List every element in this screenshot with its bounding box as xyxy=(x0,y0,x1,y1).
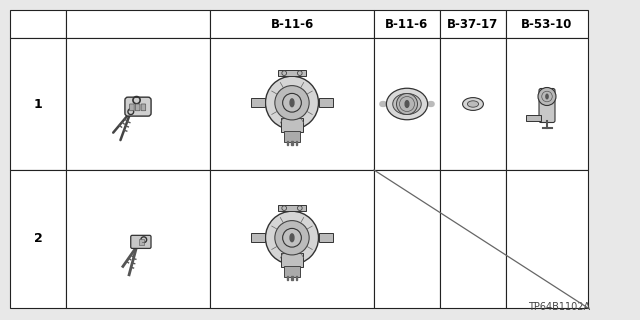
FancyBboxPatch shape xyxy=(539,89,555,123)
Bar xyxy=(374,10,440,38)
FancyBboxPatch shape xyxy=(141,104,146,111)
Bar xyxy=(291,276,292,280)
Ellipse shape xyxy=(463,98,483,110)
Bar xyxy=(210,38,374,170)
Bar xyxy=(10,170,66,308)
Text: 2: 2 xyxy=(34,233,42,245)
Bar xyxy=(506,10,588,38)
Bar xyxy=(284,266,300,277)
Circle shape xyxy=(266,211,319,264)
Text: B-37-17: B-37-17 xyxy=(447,18,499,30)
Text: TP64B1102A: TP64B1102A xyxy=(528,302,590,312)
Circle shape xyxy=(283,93,301,112)
Text: B-53-10: B-53-10 xyxy=(522,18,573,30)
Bar xyxy=(139,239,144,245)
Ellipse shape xyxy=(467,101,479,107)
Bar xyxy=(210,10,374,38)
Bar xyxy=(296,276,298,280)
Bar xyxy=(287,141,288,145)
Bar xyxy=(278,70,306,76)
Bar xyxy=(278,205,306,211)
Ellipse shape xyxy=(290,99,294,107)
Circle shape xyxy=(397,93,417,115)
Bar xyxy=(284,131,300,142)
Bar xyxy=(66,170,210,308)
Circle shape xyxy=(538,87,556,106)
Bar xyxy=(281,253,303,268)
Bar xyxy=(252,233,266,243)
Bar xyxy=(440,170,506,308)
Bar xyxy=(296,141,298,145)
Circle shape xyxy=(266,76,319,129)
Bar xyxy=(374,38,440,170)
Text: B-11-6: B-11-6 xyxy=(270,18,314,30)
Bar xyxy=(506,38,588,170)
Bar xyxy=(10,10,66,38)
Ellipse shape xyxy=(393,93,421,115)
Bar xyxy=(440,10,506,38)
Circle shape xyxy=(275,85,309,120)
FancyBboxPatch shape xyxy=(135,104,140,111)
Text: B-11-6: B-11-6 xyxy=(385,18,429,30)
Bar xyxy=(291,141,292,145)
FancyBboxPatch shape xyxy=(129,104,134,111)
Text: 1: 1 xyxy=(34,98,42,110)
Bar xyxy=(66,38,210,170)
Bar xyxy=(319,233,333,243)
Bar xyxy=(506,170,588,308)
Bar xyxy=(10,38,66,170)
Circle shape xyxy=(275,220,309,255)
Bar xyxy=(210,170,374,308)
Bar xyxy=(66,10,210,38)
Bar xyxy=(374,170,440,308)
Bar xyxy=(252,98,266,108)
Bar xyxy=(287,276,288,280)
Bar xyxy=(440,38,506,170)
Bar xyxy=(281,118,303,132)
Ellipse shape xyxy=(405,100,409,108)
FancyBboxPatch shape xyxy=(131,235,151,248)
Circle shape xyxy=(283,228,301,247)
Ellipse shape xyxy=(387,88,428,120)
Bar xyxy=(319,98,333,108)
Ellipse shape xyxy=(290,234,294,242)
Ellipse shape xyxy=(546,94,548,99)
FancyBboxPatch shape xyxy=(125,97,151,116)
Bar xyxy=(526,115,541,121)
